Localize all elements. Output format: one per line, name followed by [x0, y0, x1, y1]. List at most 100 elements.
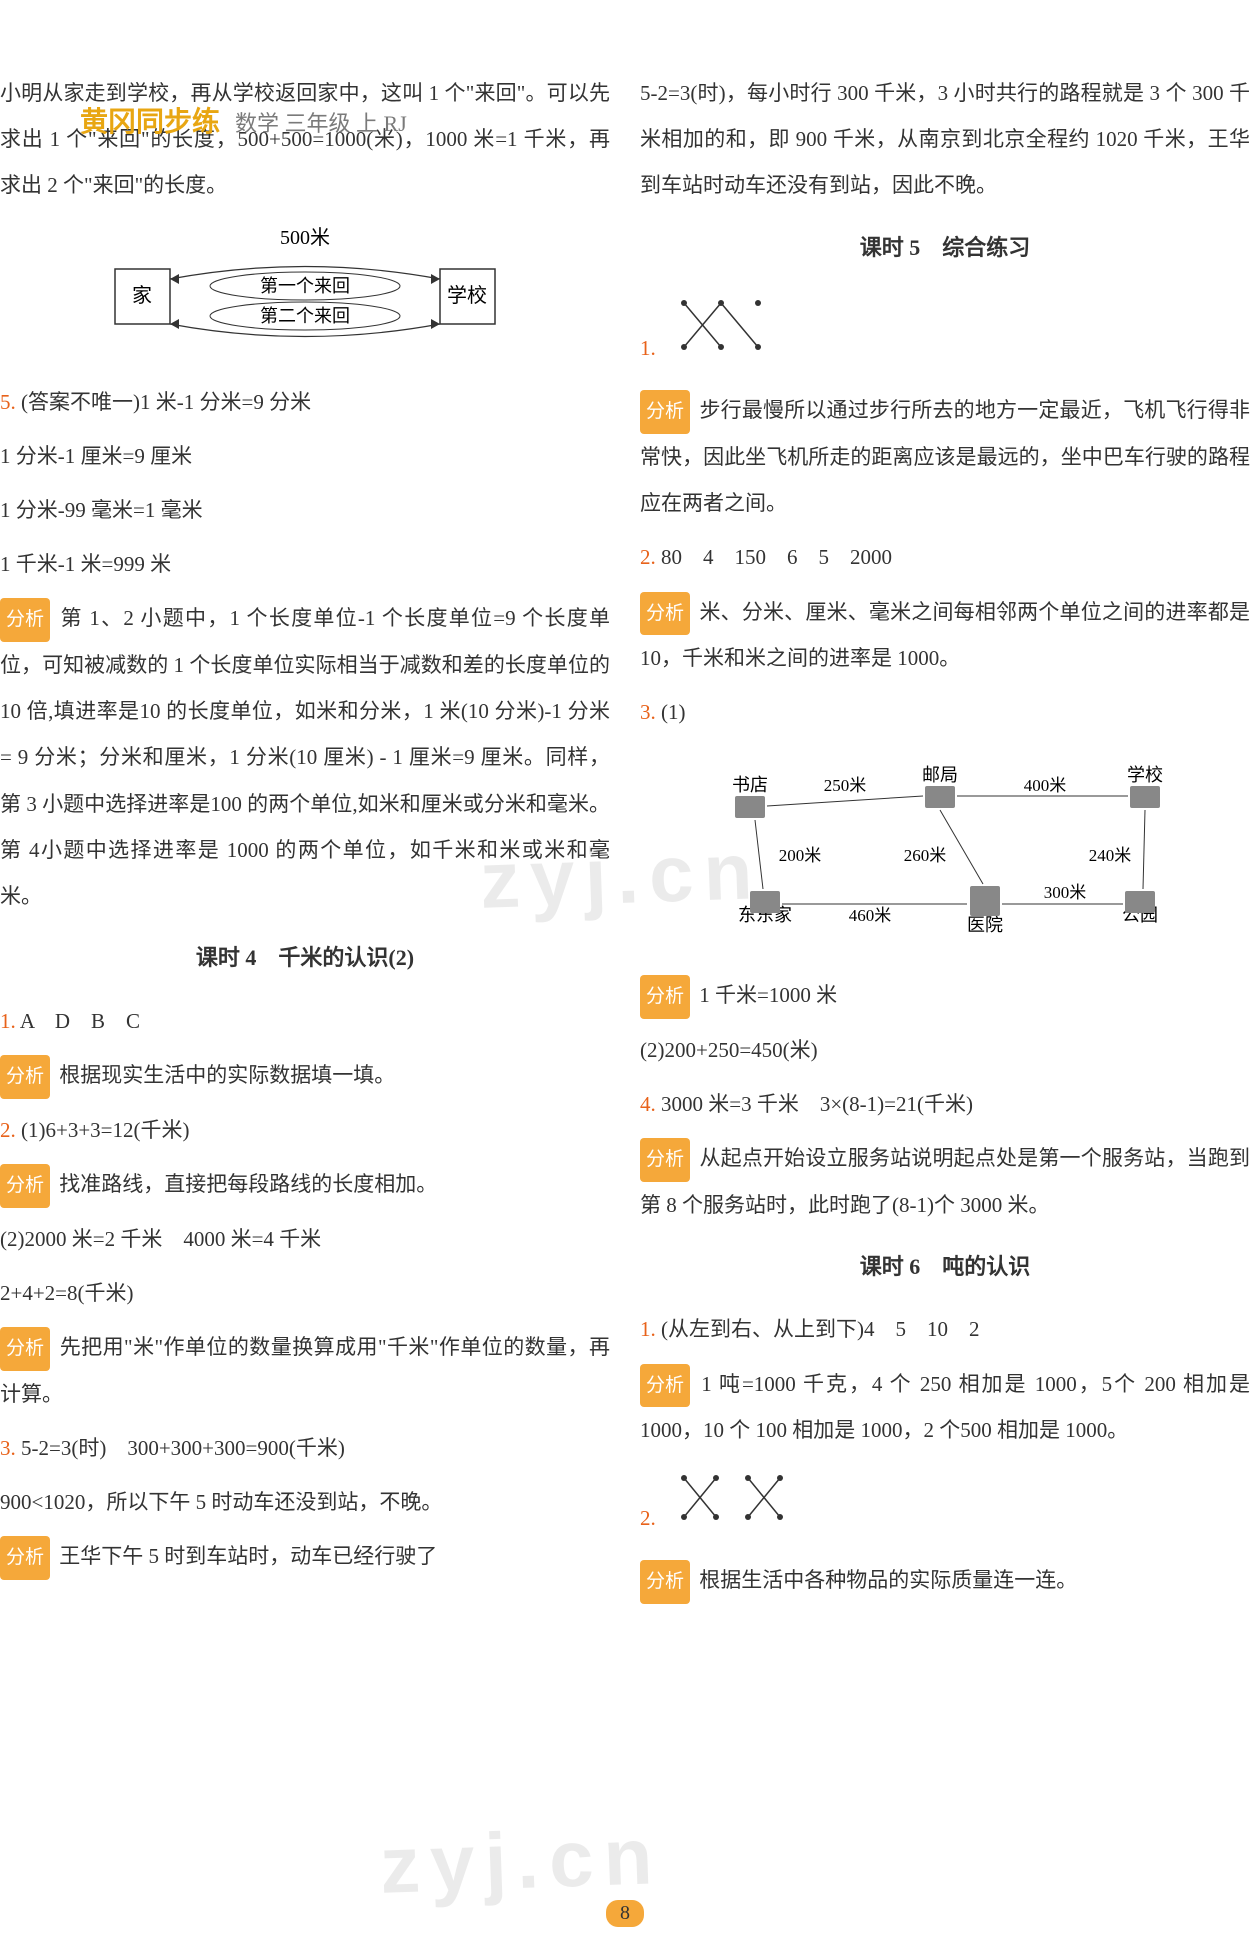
- s4-q2-line1: (1)6+3+3=12(千米): [21, 1118, 190, 1142]
- q5-line4: 1 千米-1 米=999 米: [0, 541, 610, 587]
- svg-text:500米: 500米: [280, 226, 330, 249]
- page-subtitle: 数学 三年级 上 RJ: [235, 106, 407, 138]
- svg-text:学校: 学校: [1127, 765, 1163, 785]
- section4-title: 课时 4 千米的认识(2): [0, 934, 610, 982]
- s5-q3-analysis: 分析 1 千米=1000 米: [640, 972, 1250, 1019]
- svg-text:书店: 书店: [732, 775, 768, 795]
- svg-text:第二个来回: 第二个来回: [260, 306, 350, 326]
- s5-q3-line2: (2)200+250=450(米): [640, 1027, 1250, 1073]
- s4-q3-analysis-text: 王华下午 5 时到车站时，动车已经行驶了: [59, 1544, 437, 1568]
- s6-q1-num: 1.: [640, 1317, 656, 1341]
- s5-q1: 1.: [640, 287, 1250, 379]
- s4-q1-text: A D B C: [20, 1009, 140, 1033]
- s4-q3-line2: 900<1020，所以下午 5 时动车还没到站，不晚。: [0, 1479, 610, 1525]
- svg-text:学校: 学校: [447, 284, 487, 307]
- analysis-tag: 分析: [640, 1138, 690, 1182]
- right-p1: 5-2=3(时)，每小时行 300 千米，3 小时共行的路程就是 3 个 300…: [640, 70, 1250, 209]
- s5-q1-num: 1.: [640, 336, 656, 360]
- s4-q1: 1. A D B C: [0, 998, 610, 1044]
- right-column: 5-2=3(时)，每小时行 300 千米，3 小时共行的路程就是 3 个 300…: [640, 70, 1250, 1612]
- s5-q1-analysis-text: 步行最慢所以通过步行所去的地方一定最近，飞机飞行得非常快，因此坐飞机所走的距离应…: [640, 398, 1250, 515]
- s6-q2-analysis: 分析 根据生活中各种物品的实际质量连一连。: [640, 1557, 1250, 1604]
- content-columns: 小明从家走到学校，再从学校返回家中，这叫 1 个"来回"。可以先求出 1 个"来…: [0, 70, 1250, 1612]
- analysis-tag: 分析: [640, 975, 690, 1019]
- q5-number: 5.: [0, 390, 16, 414]
- page-number: 8: [606, 1900, 644, 1927]
- svg-text:200米: 200米: [779, 846, 822, 865]
- analysis-tag: 分析: [0, 1327, 50, 1371]
- analysis-tag: 分析: [640, 1560, 690, 1604]
- s6-q1-text: (从左到右、从上到下)4 5 10 2: [661, 1317, 980, 1341]
- s6-q2-num: 2.: [640, 1506, 656, 1530]
- s5-q2-analysis: 分析 米、分米、厘米、毫米之间每相邻两个单位之间的进率都是 10，千米和米之间的…: [640, 589, 1250, 682]
- s4-q2-analysis2: 分析 先把用"米"作单位的数量换算成用"千米"作单位的数量，再计算。: [0, 1324, 610, 1417]
- analysis-tag: 分析: [0, 598, 50, 642]
- s4-q2-line2: (2)2000 米=2 千米 4000 米=4 千米: [0, 1216, 610, 1262]
- analysis-tag: 分析: [0, 1164, 50, 1208]
- svg-text:300米: 300米: [1044, 883, 1087, 902]
- svg-text:400米: 400米: [1024, 776, 1067, 795]
- s4-q2-analysis1-text: 找准路线，直接把每段路线的长度相加。: [59, 1172, 437, 1196]
- s4-q2-1: 2. (1)6+3+3=12(千米): [0, 1107, 610, 1153]
- x-match-icon-2: [676, 1470, 786, 1541]
- watermark-2: zyj.cn: [378, 1810, 663, 1912]
- diagram-svg: 500米 家 学校 第一个来回 第二个来回: [105, 224, 505, 364]
- s5-q4: 4. 3000 米=3 千米 3×(8-1)=21(千米): [640, 1081, 1250, 1127]
- s4-q2-num: 2.: [0, 1118, 16, 1142]
- analysis-tag: 分析: [0, 1536, 50, 1580]
- s4-q1-num: 1.: [0, 1009, 16, 1033]
- s4-q3-num: 3.: [0, 1436, 16, 1460]
- section6-title: 课时 6 吨的认识: [640, 1243, 1250, 1291]
- q5-line1: (答案不唯一)1 米-1 分米=9 分米: [21, 390, 311, 414]
- q5-line3: 1 分米-99 毫米=1 毫米: [0, 487, 610, 533]
- s4-q2-analysis2-text: 先把用"米"作单位的数量换算成用"千米"作单位的数量，再计算。: [0, 1335, 610, 1406]
- s6-q1-analysis-text: 1 吨=1000 千克，4 个 250 相加是 1000，5个 200 相加是 …: [640, 1372, 1250, 1443]
- svg-text:250米: 250米: [824, 776, 867, 795]
- left-column: 小明从家走到学校，再从学校返回家中，这叫 1 个"来回"。可以先求出 1 个"来…: [0, 70, 610, 1612]
- svg-text:家: 家: [132, 284, 152, 307]
- s6-q2: 2.: [640, 1462, 1250, 1549]
- s6-q2-analysis-text: 根据生活中各种物品的实际质量连一连。: [699, 1568, 1077, 1592]
- s5-q2-analysis-text: 米、分米、厘米、毫米之间每相邻两个单位之间的进率都是 10，千米和米之间的进率是…: [640, 600, 1250, 671]
- s4-q2-line3: 2+4+2=8(千米): [0, 1270, 610, 1316]
- s5-q4-analysis: 分析 从起点开始设立服务站说明起点处是第一个服务站，当跑到第 8 个服务站时，此…: [640, 1135, 1250, 1228]
- s5-q3-analysis-text: 1 千米=1000 米: [699, 983, 837, 1007]
- s5-q3-label: (1): [661, 700, 686, 724]
- analysis-tag: 分析: [0, 1055, 50, 1099]
- s5-q2-num: 2.: [640, 545, 656, 569]
- brand-title: 黄冈同步练: [80, 100, 220, 140]
- s4-q3-1: 3. 5-2=3(时) 300+300+300=900(千米): [0, 1425, 610, 1471]
- s5-q4-analysis-text: 从起点开始设立服务站说明起点处是第一个服务站，当跑到第 8 个服务站时，此时跑了…: [640, 1146, 1250, 1217]
- svg-text:医院: 医院: [967, 915, 1003, 935]
- q5: 5. (答案不唯一)1 米-1 分米=9 分米: [0, 379, 610, 425]
- s4-q1-analysis: 分析 根据现实生活中的实际数据填一填。: [0, 1052, 610, 1099]
- s4-q2-analysis1: 分析 找准路线，直接把每段路线的长度相加。: [0, 1161, 610, 1208]
- map-diagram: 书店 邮局 学校 东东家 医院 公园 250米 400米 200米: [705, 746, 1185, 962]
- s5-q2: 2. 80 4 150 6 5 2000: [640, 534, 1250, 580]
- x-match-icon: [676, 295, 766, 371]
- q5-analysis: 分析 第 1、2 小题中，1 个长度单位-1 个长度单位=9 个长度单位，可知被…: [0, 595, 610, 919]
- analysis-tag: 分析: [640, 1364, 690, 1408]
- analysis-tag: 分析: [640, 390, 690, 434]
- s5-q2-text: 80 4 150 6 5 2000: [661, 545, 892, 569]
- svg-text:260米: 260米: [904, 846, 947, 865]
- svg-text:邮局: 邮局: [922, 765, 958, 785]
- s5-q3-num: 3.: [640, 700, 656, 724]
- home-school-diagram: 500米 家 学校 第一个来回 第二个来回: [105, 224, 505, 364]
- s5-q3: 3. (1): [640, 689, 1250, 735]
- s6-q1: 1. (从左到右、从上到下)4 5 10 2: [640, 1306, 1250, 1352]
- s4-q1-analysis-text: 根据现实生活中的实际数据填一填。: [59, 1063, 395, 1087]
- svg-text:240米: 240米: [1089, 846, 1132, 865]
- svg-text:第一个来回: 第一个来回: [260, 276, 350, 296]
- page-header: 黄冈同步练 数学 三年级 上 RJ: [80, 100, 407, 140]
- s5-q1-analysis: 分析 步行最慢所以通过步行所去的地方一定最近，飞机飞行得非常快，因此坐飞机所走的…: [640, 387, 1250, 526]
- q5-line2: 1 分米-1 厘米=9 厘米: [0, 433, 610, 479]
- s5-q4-text: 3000 米=3 千米 3×(8-1)=21(千米): [661, 1092, 973, 1116]
- s4-q3-analysis: 分析 王华下午 5 时到车站时，动车已经行驶了: [0, 1533, 610, 1580]
- svg-text:460米: 460米: [849, 906, 892, 925]
- analysis-tag: 分析: [640, 592, 690, 636]
- s4-q3-line1: 5-2=3(时) 300+300+300=900(千米): [21, 1436, 345, 1460]
- s6-q1-analysis: 分析 1 吨=1000 千克，4 个 250 相加是 1000，5个 200 相…: [640, 1361, 1250, 1454]
- s5-q4-num: 4.: [640, 1092, 656, 1116]
- section5-title: 课时 5 综合练习: [640, 224, 1250, 272]
